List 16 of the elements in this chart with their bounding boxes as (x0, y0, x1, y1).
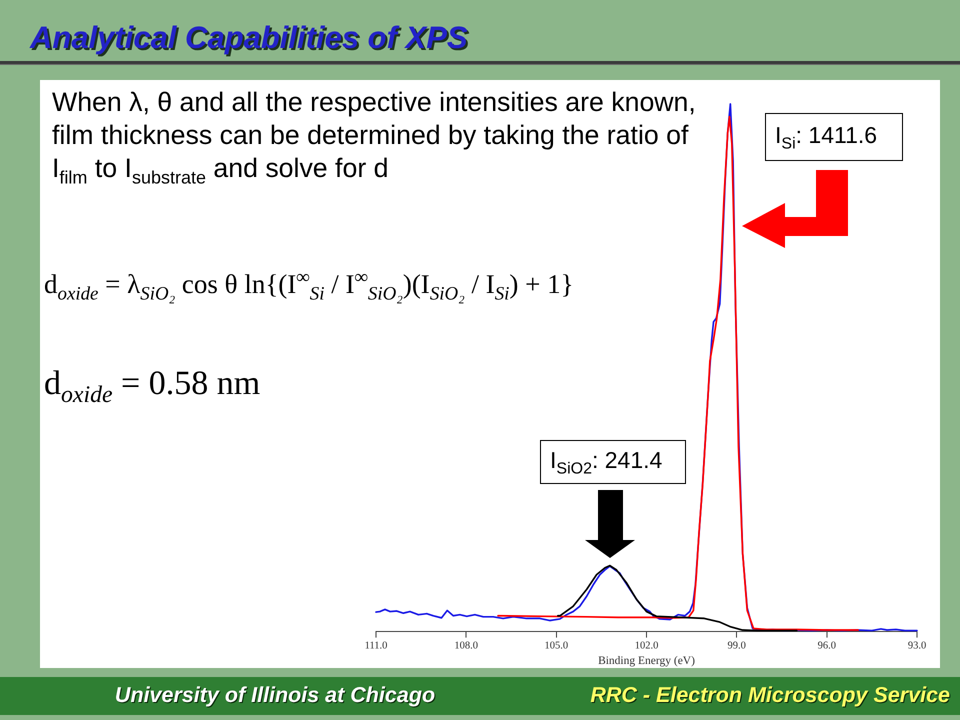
x-tick-label: 111.0 (364, 640, 388, 652)
text: RRC - Electron Microscopy Service (590, 683, 950, 709)
x-tick-label: 96.0 (818, 640, 836, 652)
x-tick-label: 93.0 (908, 640, 926, 652)
text: d$_{oxide}$ = λ$_{SiO₂}$ cos θ ln{(I$^{∞}$$_{Si}$ / I$^{∞}$$_{SiO₂}$)(I$_{SiO₂}$ / I$_{Si}$) + 1} (44, 267, 574, 304)
x-tick-label: 102.0 (634, 640, 658, 652)
text: d$_{oxide}$ = 0.58 nm (44, 364, 260, 408)
x-tick-label: 99.0 (727, 640, 746, 652)
annotation: When λ, θ and all the respective intensities are known, film thickness can be determined by taking the ratio of I$_{film}$ to I$_{substrate}$ and solve for d (52, 86, 697, 188)
annotation: I$_{SiO2}$: 241.4 (550, 447, 662, 478)
x-tick-label: 105.0 (544, 640, 568, 652)
chart-title: Analytical Capabilities of XPS (30, 20, 468, 56)
x-tick-label: 108.0 (454, 640, 478, 652)
annotation: I$_{Si}$: 1411.6 (775, 122, 878, 153)
text: University of Illinois at Chicago (114, 683, 436, 709)
x-axis-title: Binding Energy (eV) (598, 655, 696, 668)
